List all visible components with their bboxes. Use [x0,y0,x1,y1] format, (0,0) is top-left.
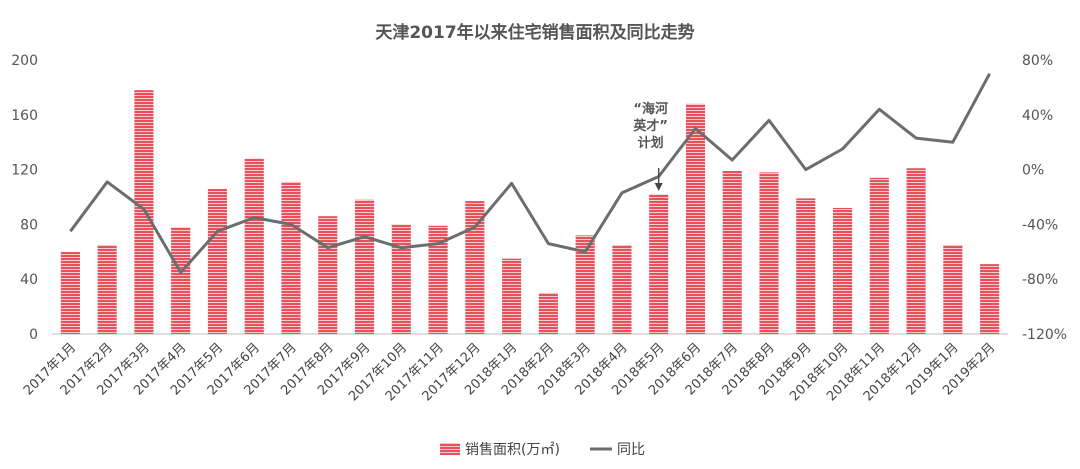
y-right-tick-label: 40% [1022,108,1053,124]
axes: 0 40 80 120 160 200 -120% -80% -40% 0% 40% 80% [11,53,1067,343]
line-series [69,72,991,274]
annotation-arrow-head [654,183,663,191]
bar [869,177,889,334]
bar [649,194,669,334]
annotation-text: “海河 [633,101,668,117]
bar [538,292,558,334]
bar [465,201,485,334]
bar [906,168,926,334]
bar [60,251,80,334]
bar [244,158,264,334]
y-left-tick-label: 120 [11,163,38,179]
x-tick-labels: 2017年1月2017年2月2017年3月2017年4月2017年5月2017年… [21,340,998,404]
bar [612,244,632,334]
y-left-tick-label: 160 [11,108,38,124]
bar [575,235,595,334]
legend: 销售面积(万㎡) 同比 [440,442,645,458]
bar [685,103,706,334]
legend-bar-swatch [440,443,460,455]
y-right-tick-label: 80% [1022,53,1053,69]
bar [980,264,1000,334]
legend-line-label: 同比 [617,442,645,458]
bar-series [60,90,1000,334]
annotation-text: 英才” [632,118,668,134]
y-left-tick-label: 0 [29,327,38,343]
bar [97,244,117,334]
bar [832,207,853,334]
annotation-text: 计划 [638,135,664,151]
y-right-tick-label: -120% [1022,327,1067,343]
y-left-tick-label: 200 [11,53,38,69]
bar [502,258,522,334]
yoy-line [69,72,991,274]
bar [943,244,963,334]
chart-title: 天津2017年以来住宅销售面积及同比走势 [375,22,694,43]
bar [391,224,411,334]
bar [759,172,779,334]
bar [171,227,191,334]
bar [207,188,228,334]
bar [796,198,816,334]
y-left-tick-label: 80 [20,217,38,233]
y-right-tick-label: -80% [1022,272,1058,288]
bar [722,170,742,334]
legend-bar-label: 销售面积(万㎡) [465,442,560,458]
bar [281,181,301,334]
y-right-tick-label: 0% [1022,163,1044,179]
bar [428,225,448,334]
y-left-tick-label: 40 [20,272,38,288]
bar [354,199,375,334]
bar [318,216,338,334]
y-right-tick-label: -40% [1022,217,1058,233]
